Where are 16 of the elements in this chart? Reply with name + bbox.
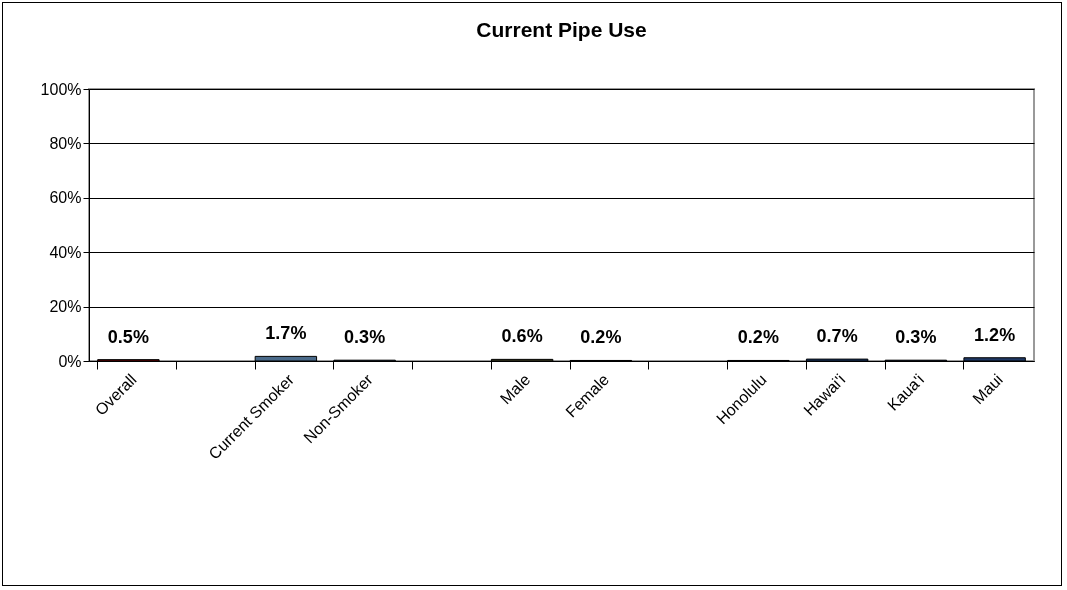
data-label: 0.2% (580, 327, 622, 348)
data-label: 0.3% (344, 327, 386, 348)
data-label: 0.7% (816, 326, 858, 347)
y-tick-label: 0% (58, 352, 82, 370)
data-label: 0.6% (501, 326, 543, 347)
chart-title: Current Pipe Use (476, 18, 647, 41)
y-tick-label: 60% (49, 189, 82, 207)
y-tick-label: 20% (49, 298, 82, 316)
y-tick-label: 100% (40, 80, 82, 98)
data-label: 0.3% (895, 327, 937, 348)
y-tick-label: 80% (49, 134, 82, 152)
data-label: 1.2% (974, 324, 1016, 345)
data-label: 0.2% (737, 327, 779, 348)
data-label: 1.7% (265, 323, 307, 344)
data-label: 0.5% (107, 326, 149, 347)
y-tick-label: 40% (49, 243, 82, 261)
